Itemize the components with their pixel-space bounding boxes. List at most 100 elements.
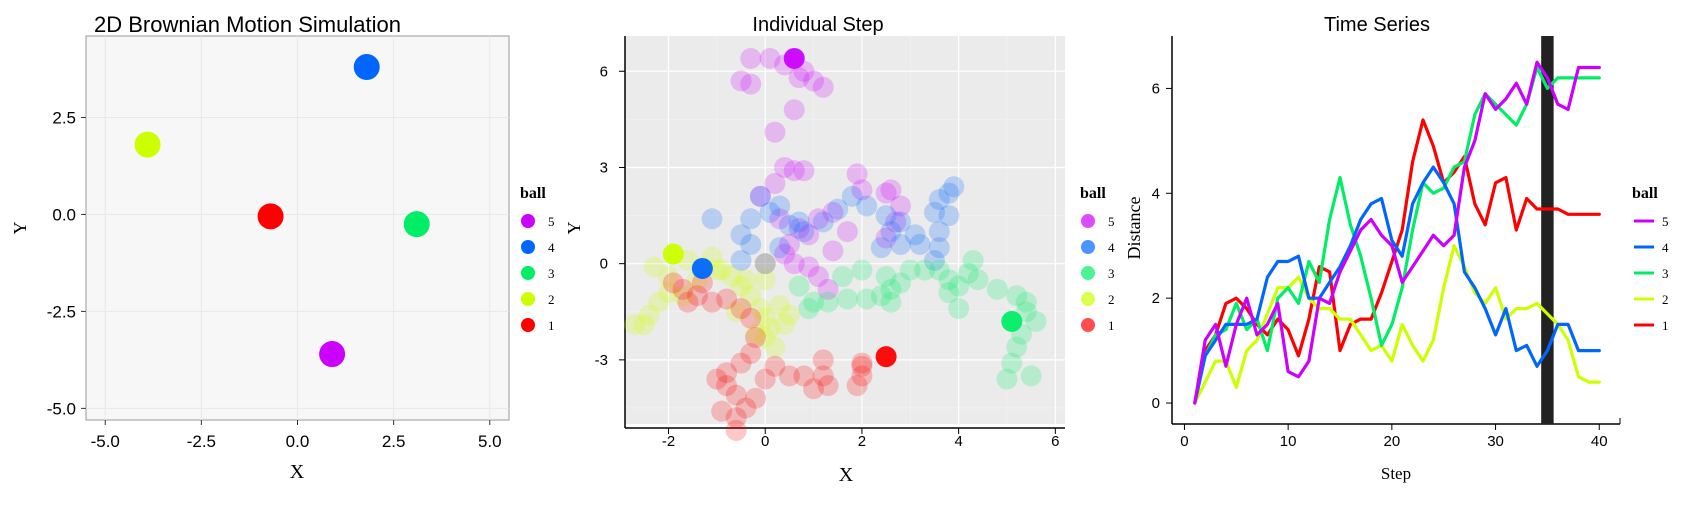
ball-1-trail-point xyxy=(662,272,684,294)
panel1-ticks: -5.0 -2.5 0.0 2.5 5.0 -5.0 -2.5 0.0 2.5 xyxy=(47,108,502,451)
ball-2-trail-point xyxy=(658,265,680,287)
ball-3-trail-point xyxy=(803,291,825,313)
ball-4-trail-point xyxy=(890,211,912,233)
ball-1-trail-point xyxy=(725,407,747,429)
ball-3-trail-point xyxy=(890,272,912,294)
ball-4-trail-point xyxy=(730,249,752,271)
ball-3-trail-point xyxy=(938,282,960,304)
ball-2-trail-point xyxy=(778,304,800,326)
ball-3-trail-point xyxy=(798,298,820,320)
ball-3-trail-point xyxy=(1001,352,1023,374)
ball-1-trail-point xyxy=(716,375,738,397)
legend-key-2 xyxy=(521,292,535,306)
panel1-title: 2D Brownian Motion Simulation xyxy=(94,12,401,37)
ball-neutral-current-point xyxy=(754,253,776,275)
ball-4-trail-point xyxy=(938,182,960,204)
ball-4-trail-point xyxy=(749,185,771,207)
ball-4-trail-point xyxy=(793,221,815,243)
ball-3-trail-point xyxy=(1006,336,1028,358)
ball-2-trail-point xyxy=(769,294,791,316)
ball-1-trail-point xyxy=(745,387,767,409)
ball-2-trail-point xyxy=(711,259,733,281)
legend-title: ball xyxy=(520,185,546,202)
panel3-lines xyxy=(1193,36,1601,424)
ball-5-trail-point xyxy=(875,182,897,204)
ball-5-trail-point xyxy=(822,240,844,262)
legend-label-5: 5 xyxy=(548,214,555,229)
ball-4-trail-point xyxy=(827,198,849,220)
ball-4-trail-point xyxy=(928,189,950,211)
ball-5-trail-point xyxy=(764,121,786,143)
ball-2-trail-point xyxy=(759,317,781,339)
tick-label-x: 6 xyxy=(1051,433,1059,450)
current-step-marker xyxy=(1541,36,1554,424)
ball-5-trail-point xyxy=(846,163,868,185)
ball-1-trail-point xyxy=(672,278,694,300)
ball-1-trail-point xyxy=(730,352,752,374)
legend-key-3 xyxy=(1081,266,1095,280)
ball-4-trail-point xyxy=(943,176,965,198)
tick-label-x: 2 xyxy=(858,433,866,450)
legend-key-4 xyxy=(521,240,535,254)
tick-label-y: 6 xyxy=(1152,80,1160,97)
panel1-grid xyxy=(86,36,509,420)
ball-5-trail-point xyxy=(764,173,786,195)
ball-4-trail-point xyxy=(769,195,791,217)
legend-key-2 xyxy=(1081,292,1095,306)
ball-3-trail-point xyxy=(856,288,878,310)
tick-label-x: 0.0 xyxy=(286,432,310,451)
ball-3-trail-point xyxy=(1025,310,1047,332)
ball-4-trail-point xyxy=(740,233,762,255)
ball-1-trail-point xyxy=(803,378,825,400)
ball-5-trail-point xyxy=(774,156,796,178)
ball-1-trail-point xyxy=(706,368,728,390)
legend-key-5 xyxy=(521,214,535,228)
ball-1-trail-point xyxy=(740,307,762,329)
ball-4-trail-point xyxy=(841,185,863,207)
ball-5-trail-point xyxy=(885,211,907,233)
ball-2-trail-point xyxy=(672,285,694,307)
ball-5-trail-point xyxy=(788,67,810,89)
tick-label-y: 4 xyxy=(1152,185,1160,202)
ball-3-trail-point xyxy=(928,259,950,281)
ball-1-current-point xyxy=(875,346,897,368)
ball-2-trail-point xyxy=(720,265,742,287)
ball-1-trail-point xyxy=(687,285,709,307)
ball-5-trail-point xyxy=(783,253,805,275)
ball-5-point xyxy=(319,341,346,368)
ball-2-current-point xyxy=(662,243,684,265)
legend-key-5 xyxy=(1081,214,1095,228)
ball-5-trail-point xyxy=(769,208,791,230)
ball-5-trail-point xyxy=(783,160,805,182)
ball-2-trail-point xyxy=(638,304,660,326)
ball-2-trail-point xyxy=(643,256,665,278)
ball-4-trail-point xyxy=(812,211,834,233)
tick-label-x: -2 xyxy=(662,433,675,450)
ball-4-line xyxy=(1193,165,1601,405)
ball-3-trail-point xyxy=(875,265,897,287)
ball-4-current-point xyxy=(691,257,713,279)
ball-5-trail-point xyxy=(730,70,752,92)
tick-label-x: 20 xyxy=(1384,433,1401,450)
ball-4-trail-point xyxy=(904,224,926,246)
tick-label-y: -3 xyxy=(595,352,608,369)
ball-1-trail-point xyxy=(711,400,733,422)
ball-5-trail-point xyxy=(822,201,844,223)
panel2-ylabel: Y xyxy=(564,222,584,235)
ball-5-trail-point xyxy=(798,224,820,246)
legend-key-1 xyxy=(1081,318,1095,332)
tick-label-x: 5.0 xyxy=(478,432,502,451)
ball-1-trail-point xyxy=(851,352,873,374)
ball-2-trail-point xyxy=(648,291,670,313)
ball-1-trail-point xyxy=(701,291,723,313)
ball-2-trail-point xyxy=(658,282,680,304)
panel1-points xyxy=(134,54,430,368)
tick-label-x: 0 xyxy=(761,433,769,450)
legend-label-4: 4 xyxy=(1108,240,1115,255)
ball-5-trail-point xyxy=(880,179,902,201)
ball-1-trail-point xyxy=(740,342,762,364)
tick-label-x: 40 xyxy=(1591,433,1608,450)
